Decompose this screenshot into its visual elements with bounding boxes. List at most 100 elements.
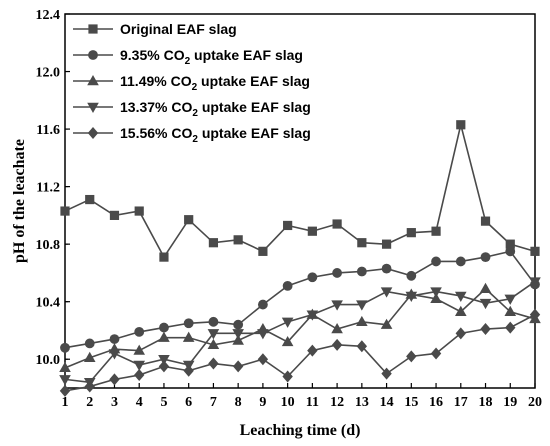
data-point: [257, 329, 269, 340]
x-tick-label: 9: [259, 395, 266, 410]
data-point: [307, 344, 318, 357]
data-point: [108, 349, 121, 360]
data-point: [134, 327, 145, 337]
data-point: [430, 287, 442, 298]
y-tick-label: 12.4: [36, 8, 61, 23]
data-point: [159, 252, 169, 262]
series-line: [64, 313, 536, 392]
y-tick-label: 11.6: [36, 123, 60, 138]
data-point: [208, 316, 219, 327]
data-point: [232, 334, 244, 345]
legend-marker: [88, 50, 98, 60]
legend-marker: [87, 75, 99, 86]
data-point: [479, 282, 492, 293]
x-tick-label: 12: [330, 395, 344, 410]
data-point: [257, 353, 269, 366]
data-point: [356, 340, 368, 353]
data-point: [480, 323, 491, 336]
data-point: [133, 360, 146, 371]
legend-label: 9.35% CO2 uptake EAF slag: [120, 47, 303, 67]
data-point: [134, 206, 144, 216]
data-point: [282, 370, 293, 383]
data-point: [454, 291, 467, 302]
x-tick-label: 4: [136, 395, 143, 410]
legend-label: 13.37% CO2 uptake EAF slag: [120, 99, 311, 119]
data-point: [208, 238, 219, 248]
x-tick-label: 10: [281, 395, 295, 410]
y-tick-label: 10.8: [36, 238, 61, 253]
data-point: [357, 238, 367, 248]
data-point: [59, 361, 71, 373]
data-point: [232, 329, 244, 340]
data-point: [454, 305, 467, 316]
legend-item: 9.35% CO2 uptake EAF slag: [73, 47, 303, 67]
data-point: [281, 335, 294, 347]
data-point: [84, 338, 95, 349]
data-point: [332, 268, 343, 278]
data-point: [529, 308, 541, 321]
data-point: [158, 360, 170, 373]
data-point: [405, 291, 418, 302]
data-point: [158, 331, 170, 342]
data-point: [59, 375, 71, 386]
x-tick-label: 6: [185, 395, 192, 410]
x-tick-label: 20: [528, 395, 542, 410]
data-point: [455, 256, 466, 267]
legend-item: 11.49% CO2 uptake EAF slag: [73, 73, 310, 93]
x-tick-label: 2: [86, 395, 93, 410]
data-point: [406, 350, 417, 363]
data-point: [480, 252, 491, 262]
data-point: [504, 305, 517, 316]
data-point: [158, 355, 170, 366]
legend-label: Original EAF slag: [120, 21, 237, 37]
data-point: [381, 263, 392, 274]
data-point: [184, 215, 194, 225]
x-tick-label: 15: [404, 395, 418, 410]
data-point: [356, 300, 368, 311]
series-line: [64, 124, 536, 259]
legend-label: 15.56% CO2 uptake EAF slag: [120, 125, 311, 145]
data-point: [60, 206, 70, 216]
data-point: [109, 334, 120, 344]
y-tick-label: 10.0: [36, 353, 61, 368]
data-point: [133, 344, 146, 355]
data-point: [529, 277, 541, 288]
series-line: [64, 280, 536, 384]
series-2: [60, 246, 540, 353]
data-point: [430, 347, 442, 360]
data-point: [479, 298, 492, 310]
data-point: [331, 323, 343, 334]
x-tick-label: 8: [235, 395, 242, 410]
axis-ticks: 1 2 3 4 5 6 7 8 9 10 11 12 13 14 15 16 17 18 19 2010.010.41…: [36, 8, 543, 410]
x-tick-label: 3: [111, 395, 118, 410]
legend-marker: [87, 102, 99, 113]
x-tick-label: 13: [355, 395, 369, 410]
y-tick-label: 12.0: [36, 66, 61, 81]
data-point: [233, 235, 243, 245]
data-point: [504, 294, 517, 305]
data-point: [281, 317, 294, 328]
data-point: [406, 228, 416, 238]
data-point: [85, 194, 95, 205]
data-point: [332, 219, 342, 229]
data-point: [208, 357, 219, 370]
series-5: [59, 308, 541, 397]
x-axis-title: Leaching time (d): [240, 422, 361, 439]
legend-item: 13.37% CO2 uptake EAF slag: [73, 99, 311, 119]
x-tick-label: 5: [160, 395, 167, 410]
data-point: [109, 210, 120, 220]
data-point: [134, 369, 145, 382]
series-1: [60, 120, 540, 262]
data-point: [282, 280, 293, 291]
data-point: [505, 321, 516, 334]
legend-item: Original EAF slag: [73, 21, 237, 37]
y-tick-label: 10.4: [36, 296, 61, 311]
data-point: [505, 239, 515, 249]
data-point: [380, 318, 393, 329]
legend-marker: [88, 24, 98, 34]
data-point: [381, 239, 392, 249]
data-point: [380, 287, 393, 298]
data-point: [182, 331, 195, 342]
data-point: [306, 310, 319, 321]
